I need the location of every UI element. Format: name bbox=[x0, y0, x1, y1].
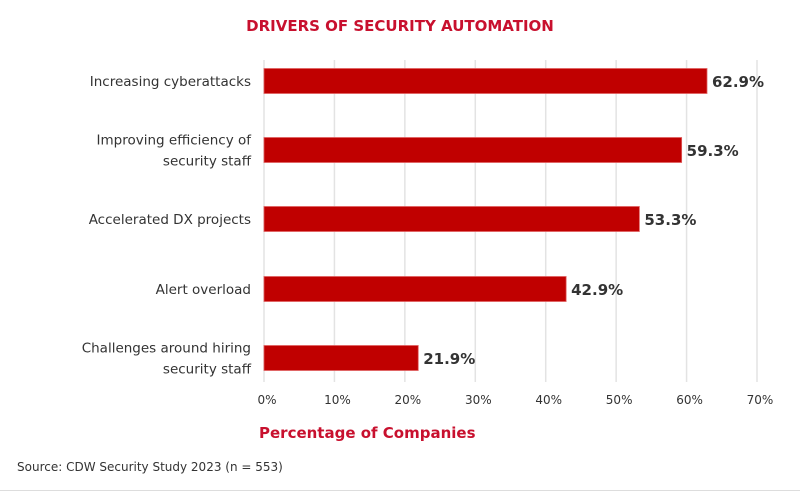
category-label: Challenges around hiring bbox=[82, 341, 251, 357]
bar bbox=[263, 68, 708, 94]
x-tick-label: 70% bbox=[747, 393, 774, 407]
x-tick-label: 60% bbox=[676, 393, 703, 407]
category-label: Increasing cyberattacks bbox=[90, 74, 251, 90]
x-axis-title: Percentage of Companies bbox=[259, 424, 476, 442]
category-label: Accelerated DX projects bbox=[89, 212, 251, 228]
data-label: 53.3% bbox=[644, 211, 696, 229]
category-label: security staff bbox=[163, 362, 252, 378]
category-label: Alert overload bbox=[156, 282, 251, 298]
divider bbox=[0, 490, 800, 491]
source-note: Source: CDW Security Study 2023 (n = 553… bbox=[17, 460, 283, 474]
x-tick-label: 10% bbox=[324, 393, 351, 407]
data-label: 21.9% bbox=[423, 350, 475, 368]
data-label: 59.3% bbox=[687, 142, 739, 160]
bar bbox=[263, 345, 419, 371]
bar-chart: 0% 10% 20% 30% 40% 50% 60% 70% 62.9% Increasing c… bbox=[82, 60, 774, 407]
bar bbox=[263, 276, 567, 302]
data-label: 42.9% bbox=[571, 281, 623, 299]
bar bbox=[263, 137, 683, 163]
x-tick-label: 0% bbox=[257, 393, 276, 407]
x-tick-label: 50% bbox=[606, 393, 633, 407]
bar bbox=[263, 206, 640, 232]
chart-title: DRIVERS OF SECURITY AUTOMATION bbox=[246, 17, 554, 35]
x-tick-label: 40% bbox=[535, 393, 562, 407]
data-label: 62.9% bbox=[712, 73, 764, 91]
x-tick-label: 30% bbox=[465, 393, 492, 407]
category-label: Improving efficiency of bbox=[97, 133, 253, 149]
x-tick-label: 20% bbox=[395, 393, 422, 407]
category-label: security staff bbox=[163, 154, 252, 170]
